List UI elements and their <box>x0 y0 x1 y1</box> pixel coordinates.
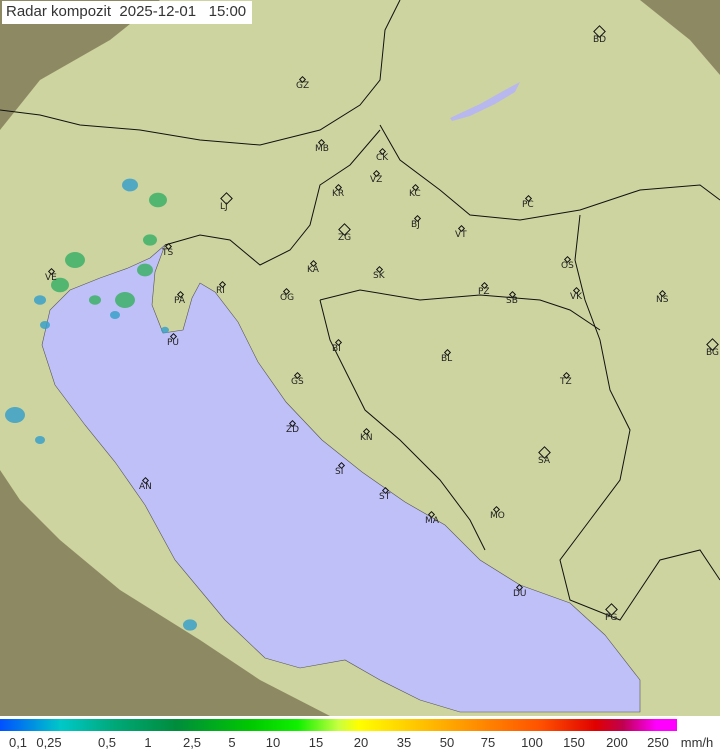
rain-echo <box>183 619 197 631</box>
city-label: MB <box>315 144 329 154</box>
city-label: CK <box>376 153 389 163</box>
rain-echo <box>161 326 169 334</box>
legend-tick: 100 <box>521 735 543 750</box>
legend-tick: 10 <box>265 735 281 750</box>
adriatic-sea <box>41 244 641 713</box>
legend-tick: 150 <box>563 735 585 750</box>
city-label: GS <box>291 377 304 387</box>
precipitation-color-scale <box>0 719 677 731</box>
city-label: PZ <box>478 287 490 297</box>
rain-echo <box>110 311 120 319</box>
legend-tick: 200 <box>606 735 628 750</box>
city-label: PC <box>522 200 534 210</box>
city-label: MO <box>490 511 505 521</box>
legend-tick: 0,25 <box>36 735 62 750</box>
rain-echo <box>34 295 46 305</box>
city-label: PU <box>167 338 180 348</box>
map-title: Radar kompozit 2025-12-01 15:00 <box>2 1 253 24</box>
legend-tick: 15 <box>308 735 324 750</box>
city-label: KN <box>360 433 373 443</box>
city-label: KC <box>409 189 421 199</box>
country-borders <box>0 0 720 621</box>
city-label: OG <box>280 293 295 303</box>
city-label: ZD <box>286 425 300 435</box>
legend-unit: mm/h <box>680 735 714 750</box>
city-label: TZ <box>560 377 572 387</box>
rain-echo <box>51 277 69 293</box>
city-label: KA <box>307 265 319 275</box>
city-label: KR <box>332 189 345 199</box>
city-label: SA <box>538 456 551 466</box>
rain-echo <box>115 292 135 308</box>
city-label: MA <box>425 516 439 526</box>
city-label: ST <box>379 492 391 502</box>
city-label: TS <box>162 248 174 258</box>
city-label: BJ <box>411 220 420 230</box>
rain-echo <box>149 192 167 208</box>
legend-tick: 0,5 <box>97 735 117 750</box>
legend-tick: 35 <box>396 735 412 750</box>
city-label: DU <box>513 589 527 599</box>
city-label: AN <box>139 482 152 492</box>
city-label: BG <box>706 348 719 358</box>
city-label: NS <box>656 295 669 305</box>
lake-balaton <box>450 82 520 121</box>
rain-echo <box>5 407 25 423</box>
city-label: OS <box>561 261 574 271</box>
city-label: SK <box>373 271 385 281</box>
legend-tick: 2,5 <box>182 735 202 750</box>
rain-echo <box>65 252 85 268</box>
rain-echo <box>35 436 45 444</box>
rain-echo <box>137 263 153 277</box>
legend-tick: 250 <box>647 735 669 750</box>
city-label: SB <box>506 296 518 306</box>
precipitation-echoes <box>5 178 197 631</box>
city-label: BD <box>593 35 607 45</box>
city-label: GZ <box>296 81 310 91</box>
city-label: BI <box>332 344 341 354</box>
radar-map <box>0 0 720 716</box>
city-label: SI <box>335 467 344 477</box>
city-label: ZG <box>338 233 352 243</box>
city-label: PA <box>174 296 186 306</box>
city-label: RI <box>216 286 225 296</box>
city-label: VK <box>570 292 583 302</box>
rain-echo <box>89 295 101 305</box>
city-label: VZ <box>370 175 383 185</box>
legend-tick: 75 <box>480 735 496 750</box>
rain-echo <box>143 234 157 246</box>
legend-tick: 1 <box>144 735 152 750</box>
city-label: VE <box>45 273 57 283</box>
legend-tick: 0,1 <box>8 735 28 750</box>
legend-tick: 50 <box>439 735 455 750</box>
city-label: VT <box>455 230 467 240</box>
rain-echo <box>40 321 50 329</box>
legend-tick: 20 <box>353 735 369 750</box>
legend-tick: 5 <box>228 735 236 750</box>
city-label: LJ <box>220 202 228 212</box>
city-label: PG <box>605 613 618 623</box>
city-label: BL <box>441 354 453 364</box>
rain-echo <box>122 178 138 192</box>
